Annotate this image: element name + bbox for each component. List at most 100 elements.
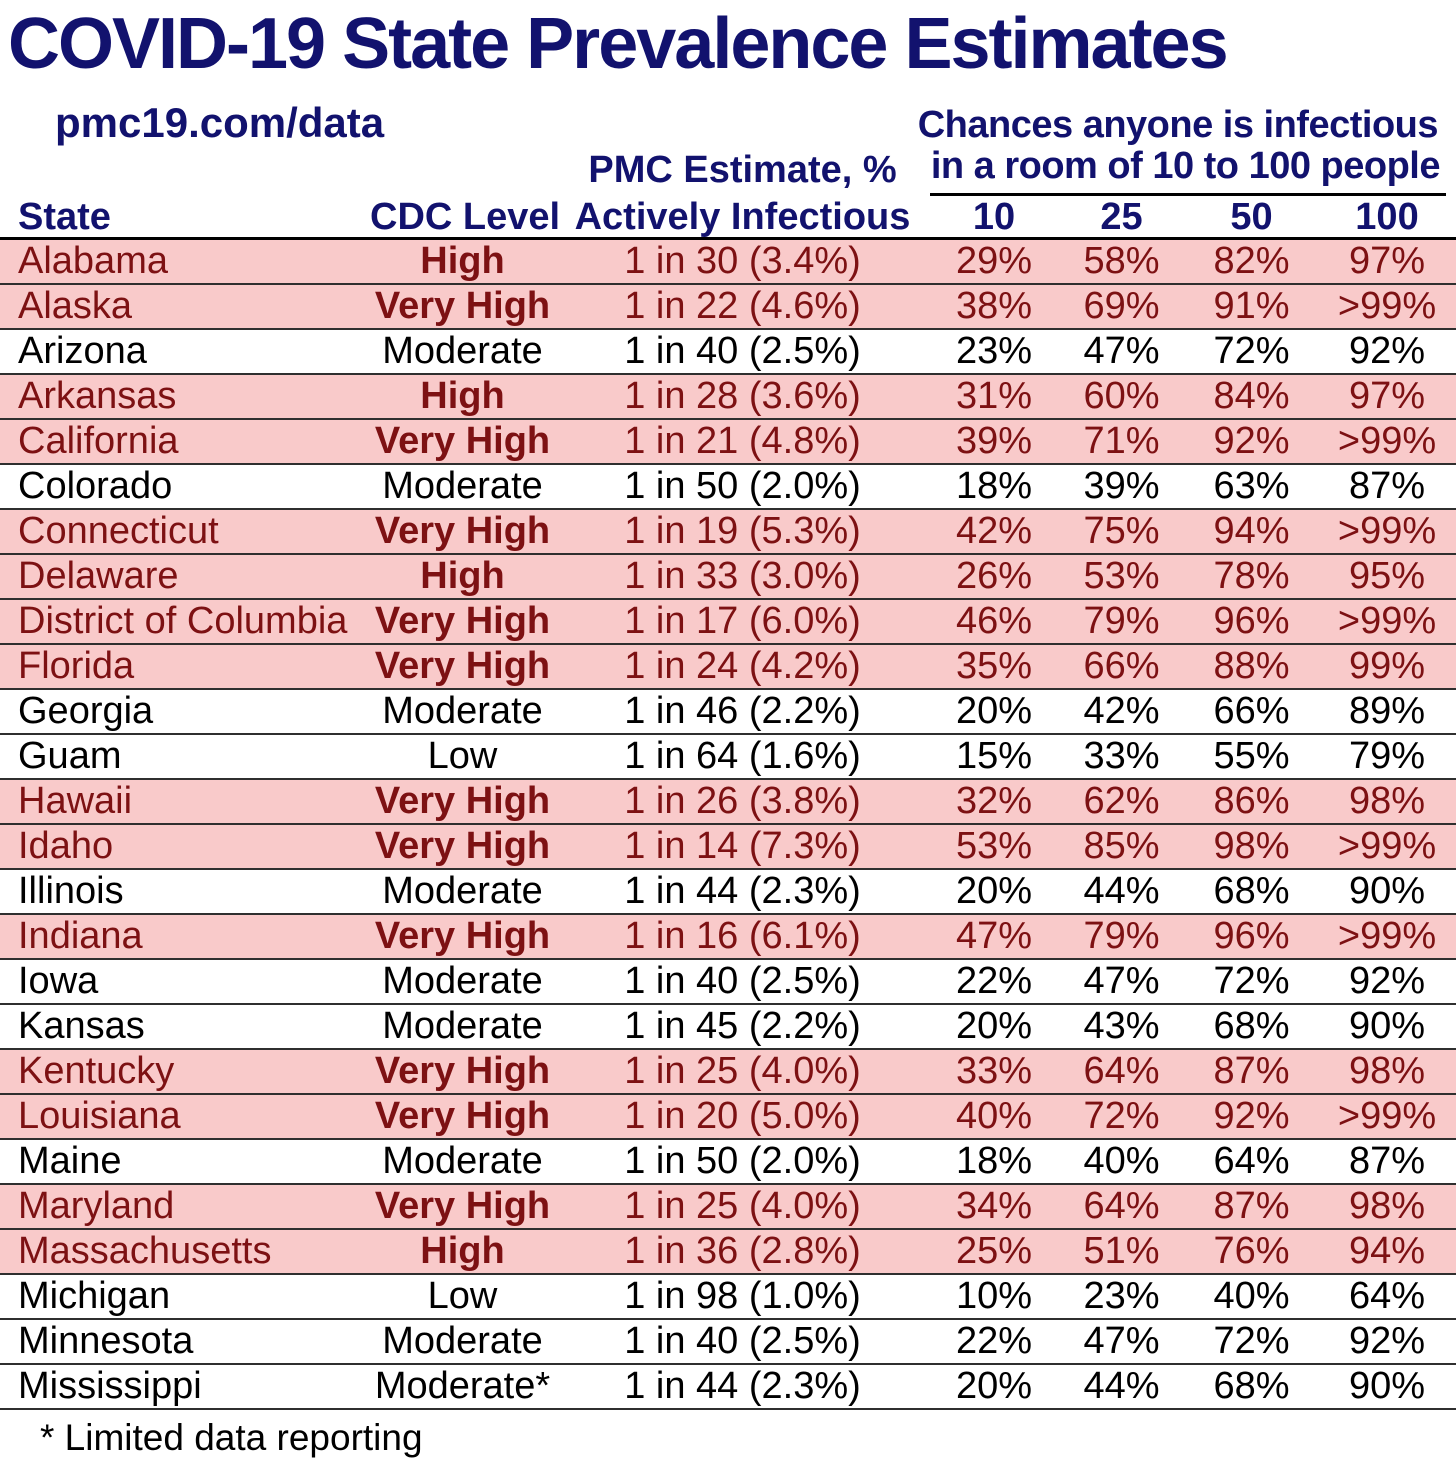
pmc-estimate-cell: 1 in 40 (2.5%)	[624, 960, 861, 1002]
state-cell: Louisiana	[18, 1095, 181, 1137]
chance-100-cell: 95%	[1348, 555, 1426, 597]
chance-10-cell: 33%	[955, 1050, 1033, 1092]
table-row: Minnesota Moderate 1 in 40 (2.5%) 22% 47…	[0, 1320, 1456, 1365]
chance-10-cell: 25%	[955, 1230, 1033, 1272]
footnote: * Limited data reporting	[40, 1417, 423, 1458]
cdc-level-cell: High	[420, 1230, 505, 1272]
pmc-estimate-cell: 1 in 50 (2.0%)	[624, 1140, 861, 1182]
state-cell: Florida	[18, 645, 135, 687]
pmc-estimate-cell: 1 in 33 (3.0%)	[624, 555, 861, 597]
table-row: Indiana Very High 1 in 16 (6.1%) 47% 79%…	[0, 915, 1456, 960]
pmc-estimate-cell: 1 in 30 (3.4%)	[624, 240, 861, 282]
chance-25-cell: 71%	[1083, 420, 1160, 462]
cdc-level-cell: Very High	[374, 645, 551, 687]
chance-10-cell: 15%	[955, 735, 1033, 777]
chance-50-cell: 40%	[1213, 1275, 1290, 1317]
pmc-estimate-cell: 1 in 28 (3.6%)	[624, 375, 861, 417]
table-body: Alabama High 1 in 30 (3.4%) 29% 58% 82% …	[0, 240, 1456, 1410]
pmc-estimate-cell: 1 in 16 (6.1%)	[624, 915, 861, 957]
chance-25-cell: 79%	[1083, 915, 1160, 957]
chance-25-cell: 62%	[1083, 780, 1160, 822]
chance-25-cell: 64%	[1083, 1185, 1160, 1227]
state-cell: Kentucky	[18, 1050, 175, 1092]
cdc-level-cell: Very High	[374, 915, 551, 957]
state-cell: Guam	[18, 735, 122, 777]
chance-50-cell: 87%	[1213, 1050, 1290, 1092]
chance-50-cell: 68%	[1213, 870, 1290, 912]
chance-50-cell: 96%	[1213, 600, 1290, 642]
pmc-estimate-cell: 1 in 17 (6.0%)	[624, 600, 861, 642]
chance-50-cell: 76%	[1213, 1230, 1290, 1272]
chance-100-cell: 90%	[1348, 1005, 1426, 1047]
chances-header-line2: in a room of 10 to 100 people	[930, 145, 1446, 196]
chance-100-cell: 89%	[1348, 690, 1426, 732]
table-row: Mississippi Moderate* 1 in 44 (2.3%) 20%…	[0, 1365, 1456, 1410]
pmc-estimate-header-line1: PMC Estimate, %	[588, 149, 897, 191]
chance-100-cell: 79%	[1348, 735, 1426, 777]
cdc-level-cell: Very High	[374, 1050, 551, 1092]
chance-10-cell: 39%	[955, 420, 1033, 462]
chance-100-cell: >99%	[1337, 825, 1437, 867]
chance-25-cell: 64%	[1083, 1050, 1160, 1092]
cdc-level-cell: Moderate*	[374, 1365, 551, 1407]
chance-25-cell: 39%	[1083, 465, 1160, 507]
chance-100-cell: 87%	[1348, 1140, 1426, 1182]
pmc-estimate-cell: 1 in 26 (3.8%)	[624, 780, 861, 822]
table-row: Georgia Moderate 1 in 46 (2.2%) 20% 42% …	[0, 690, 1456, 735]
chance-25-cell: 47%	[1083, 330, 1160, 372]
chance-10-cell: 20%	[955, 690, 1033, 732]
chance-100-cell: >99%	[1337, 510, 1437, 552]
chance-100-cell: >99%	[1337, 420, 1437, 462]
chance-25-cell: 43%	[1083, 1005, 1160, 1047]
chance-10-cell: 53%	[955, 825, 1033, 867]
chance-25-cell: 44%	[1083, 1365, 1160, 1407]
state-cell: Michigan	[18, 1275, 171, 1317]
chance-100-cell: 87%	[1348, 465, 1426, 507]
chance-50-cell: 63%	[1213, 465, 1290, 507]
cdc-level-cell: Low	[427, 1275, 498, 1317]
chance-25-cell: 47%	[1083, 960, 1160, 1002]
cdc-level-cell: High	[420, 240, 505, 282]
chance-25-cell: 42%	[1083, 690, 1160, 732]
chance-25-cell: 85%	[1083, 825, 1160, 867]
chance-10-cell: 38%	[955, 285, 1033, 327]
table-row: Alabama High 1 in 30 (3.4%) 29% 58% 82% …	[0, 240, 1456, 285]
chance-50-cell: 68%	[1213, 1005, 1290, 1047]
cdc-level-cell: Moderate	[382, 1140, 543, 1182]
state-cell: Georgia	[18, 690, 154, 732]
chance-100-cell: 98%	[1348, 780, 1426, 822]
state-cell: Illinois	[18, 870, 124, 912]
pmc-estimate-cell: 1 in 40 (2.5%)	[624, 330, 861, 372]
pmc-estimate-cell: 1 in 22 (4.6%)	[624, 285, 861, 327]
chance-10-cell: 31%	[955, 375, 1033, 417]
column-header-cdc-level: CDC Level	[370, 196, 561, 238]
cdc-level-cell: Very High	[374, 780, 551, 822]
chance-10-cell: 18%	[955, 465, 1033, 507]
chance-10-cell: 22%	[955, 960, 1033, 1002]
cdc-level-cell: Moderate	[382, 330, 543, 372]
chance-50-cell: 55%	[1213, 735, 1290, 777]
state-cell: District of Columbia	[18, 600, 348, 642]
chance-50-cell: 72%	[1213, 330, 1290, 372]
chance-50-cell: 82%	[1213, 240, 1290, 282]
site-url-link[interactable]: pmc19.com/data	[55, 99, 385, 146]
cdc-level-cell: Moderate	[382, 870, 543, 912]
column-header-room-100: 100	[1355, 196, 1419, 238]
table-row: Michigan Low 1 in 98 (1.0%) 10% 23% 40% …	[0, 1275, 1456, 1320]
cdc-level-cell: Very High	[374, 1185, 551, 1227]
chance-100-cell: 99%	[1348, 645, 1426, 687]
state-cell: Minnesota	[18, 1320, 194, 1362]
chance-10-cell: 46%	[955, 600, 1033, 642]
state-cell: Maine	[18, 1140, 122, 1182]
chance-50-cell: 78%	[1213, 555, 1290, 597]
header-row-2: PMC Estimate, % in a room of 10 to 100 p…	[0, 144, 1456, 196]
pmc-estimate-cell: 1 in 20 (5.0%)	[624, 1095, 861, 1137]
pmc-estimate-cell: 1 in 40 (2.5%)	[624, 1320, 861, 1362]
cdc-level-cell: Moderate	[382, 960, 543, 1002]
chance-100-cell: >99%	[1337, 285, 1437, 327]
cdc-level-cell: Moderate	[382, 465, 543, 507]
cdc-level-cell: Low	[427, 735, 498, 777]
chance-50-cell: 72%	[1213, 1320, 1290, 1362]
chance-10-cell: 34%	[955, 1185, 1033, 1227]
column-header-room-50: 50	[1230, 196, 1273, 238]
